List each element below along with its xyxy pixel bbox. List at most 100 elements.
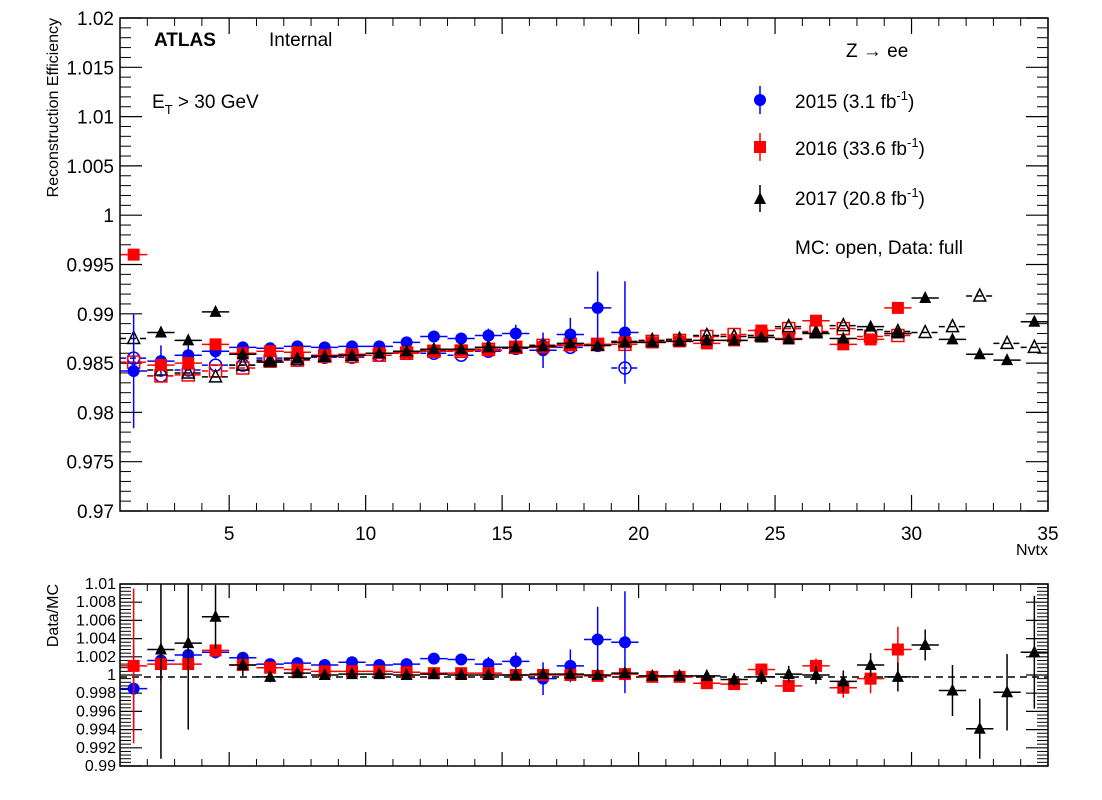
data-2016-marker — [182, 357, 195, 370]
ratio-2016-marker — [864, 672, 877, 685]
mc-2017-point — [1020, 338, 1048, 354]
ratio-2017-point — [147, 584, 175, 759]
data-2017-marker — [318, 349, 331, 362]
data-2015-point — [420, 330, 448, 343]
ratio-2017-point — [747, 669, 776, 685]
data-2017-point — [174, 333, 202, 346]
ratio-y-tick-label: 1.006 — [76, 612, 116, 629]
legend-entry-2015: 2015 (3.1 fb-1) — [754, 86, 914, 114]
mc-2017-marker — [945, 317, 960, 333]
ratio-y-tick-label: 0.994 — [76, 722, 116, 739]
legend-label-2015-sup: -1 — [896, 88, 908, 103]
mc-2017-marker — [917, 323, 933, 339]
data-2017-point — [229, 347, 257, 360]
mc-2016-marker — [236, 361, 250, 375]
ratio-2017-marker — [209, 609, 222, 622]
data-2017-marker — [236, 347, 249, 360]
data-2017-point — [747, 330, 776, 343]
data-2017-marker — [209, 304, 222, 317]
data-2017-point — [966, 347, 994, 360]
ratio-2017-point — [311, 668, 339, 680]
data-2015-point — [447, 332, 475, 345]
data-2016-point — [120, 248, 148, 261]
ratio-2017-point — [638, 668, 666, 682]
internal-label: Internal — [269, 30, 332, 51]
data-2017-marker — [810, 326, 822, 339]
data-2017-marker — [564, 336, 577, 349]
process-label: Z → ee — [846, 41, 908, 62]
data-2017-marker — [537, 339, 550, 352]
data-2015-marker — [482, 329, 495, 342]
ratio-2017-marker — [891, 669, 904, 682]
ratio-2015-point — [474, 656, 503, 672]
data-2017-marker — [1028, 314, 1041, 327]
data-2017-marker — [891, 326, 904, 339]
ratio-2016-marker — [127, 659, 140, 672]
ratio-2017-point — [256, 669, 284, 683]
data-2017-marker — [728, 333, 741, 346]
data-2017-point — [338, 348, 366, 361]
ratio-2017-point — [611, 666, 639, 679]
legend-label-2016: 2016 (33.6 fb-1) — [795, 135, 925, 160]
data-2017-point — [474, 340, 503, 353]
data-2016-marker — [264, 345, 277, 358]
data-2017-point — [311, 349, 339, 362]
data-2016-marker — [891, 301, 904, 314]
ratio-2017-point — [966, 698, 994, 759]
ratio-2017-point — [229, 654, 257, 676]
ratio-2017-point — [884, 662, 912, 692]
ratio-2017-point — [529, 667, 557, 680]
ratio-2017-point — [556, 667, 584, 680]
mc-2017-marker — [972, 287, 987, 302]
ratio-2017-marker — [1028, 645, 1041, 658]
ratio-2017-point — [829, 670, 857, 693]
ratio-2017-marker — [373, 667, 386, 680]
main-x-tick-label: 15 — [492, 524, 513, 545]
data-2017-marker — [973, 347, 986, 360]
data-2017-point — [529, 339, 557, 352]
data-2017-point — [201, 304, 230, 317]
data-2017-marker — [182, 333, 195, 346]
mc-2017-marker — [999, 334, 1015, 350]
legend-marker-2016 — [754, 141, 766, 153]
main-y-tick-label: 0.995 — [66, 256, 114, 277]
data-2015-point — [611, 281, 639, 384]
data-2015-marker — [127, 364, 140, 377]
ratio-2015-point — [338, 656, 366, 669]
main-tick-labels: 5 10 15 20 25 30 35 0.97 0.975 0.98 0.985 0.99 0.995… — [66, 9, 1058, 545]
ratio-2016-point — [120, 588, 148, 744]
ratio-2016-marker — [782, 679, 795, 692]
ratio-2017-point — [338, 667, 366, 680]
ratio-2017-marker — [236, 657, 249, 670]
data-2017-marker — [400, 344, 413, 357]
data-2017-point — [856, 319, 885, 332]
ratio-2017-point — [584, 668, 612, 680]
data-2015-point — [120, 313, 148, 429]
main-y-tick-label: 0.98 — [77, 403, 114, 424]
data-2017-marker — [864, 319, 877, 332]
ratio-2017-marker — [755, 669, 768, 682]
data-2015-point — [502, 324, 530, 343]
data-2017-point — [283, 351, 312, 364]
et-cut-main: E — [152, 92, 165, 113]
ratio-2015-marker — [455, 653, 468, 666]
data-2017-marker — [700, 333, 713, 346]
data-2016-point — [884, 301, 912, 314]
ratio-2017-marker — [427, 667, 440, 680]
data-2015-point — [584, 271, 612, 345]
ratio-2017-point — [720, 672, 748, 686]
mc-2017-marker — [208, 368, 223, 383]
ratio-2017-marker — [1001, 685, 1014, 698]
ratio-2017-point — [1020, 595, 1048, 709]
data-2017-marker — [1001, 353, 1014, 366]
main-x-tick-label: 5 — [224, 524, 235, 545]
data-2017-point — [447, 342, 475, 355]
main-panel: 5 10 15 20 25 30 35 0.97 0.975 0.98 0.985 0.99 0.995… — [45, 9, 1059, 559]
mc-2017-point — [829, 316, 857, 332]
ratio-2017-point — [201, 584, 230, 649]
data-2017-point — [938, 332, 967, 345]
ratio-y-tick-label: 0.998 — [76, 685, 116, 702]
ratio-2015-marker — [482, 658, 495, 671]
